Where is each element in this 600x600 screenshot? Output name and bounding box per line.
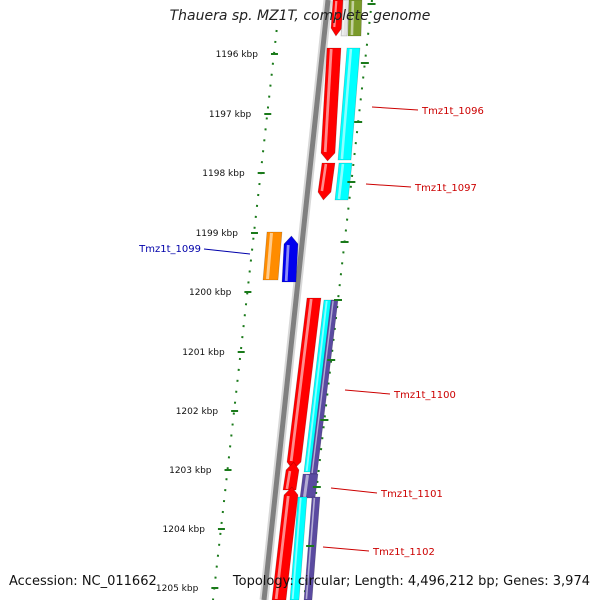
scale-dotted-ring: [212, 29, 278, 600]
gene-label-tmz1t-1102[interactable]: Tmz1t_1102: [372, 547, 435, 558]
gene-top-olive: [347, 0, 363, 37]
gene-tmz1t-1097-red: [317, 162, 336, 201]
gene-tmz1t-1102-cyan: [289, 496, 308, 600]
leader-tmz1t-1100: [344, 389, 391, 395]
scale-tick-label-9: 1204 kbp: [163, 525, 206, 535]
leader-tmz1t-1099: [203, 248, 251, 255]
gene-label-tmz1t-1097[interactable]: Tmz1t_1097: [414, 183, 477, 194]
topology-text: Topology: circular; Length: 4,496,212 bp…: [233, 574, 590, 589]
backbone-ring: [261, 0, 331, 600]
labels-layer: 1196 kbp 1197 kbp 1198 kbp 1199 kbp 1200 kbp…: [138, 50, 484, 594]
gene-label-tmz1t-1101[interactable]: Tmz1t_1101: [380, 489, 443, 500]
gene-tmz1t-1096-cyan: [337, 47, 361, 161]
map-title: Thauera sp. MZ1T, complete genome: [169, 8, 431, 24]
gene-tmz1t-1101-purple: [299, 473, 319, 499]
scale-ticks-layer: [211, 3, 376, 589]
gene-label-tmz1t-1099[interactable]: Tmz1t_1099: [138, 244, 201, 255]
gene-tmz1t-1099-blue: [281, 235, 299, 283]
gene-tmz1t-1102-red: [271, 486, 299, 600]
outer-dotted-ring: [303, 0, 373, 600]
accession-text: Accession: NC_011662: [9, 574, 157, 589]
leader-tmz1t-1097: [365, 183, 412, 188]
gene-tmz1t-1099-orange: [262, 231, 283, 281]
gene-top-red: [330, 0, 345, 37]
scale-tick-label-4: 1199 kbp: [196, 229, 239, 239]
gene-top-grey: [340, 0, 350, 37]
scale-tick-label-10: 1205 kbp: [156, 584, 199, 594]
scale-tick-label-7: 1202 kbp: [176, 407, 219, 417]
leader-tmz1t-1102: [322, 546, 370, 552]
label-leaders-layer: [203, 106, 419, 552]
gene-tmz1t-1096-red: [320, 47, 342, 162]
topology-value: Topology: circular; Length: 4,496,212 bp…: [232, 574, 590, 589]
scale-tick-label-2: 1197 kbp: [209, 110, 252, 120]
gene-tmz1t-1101-red: [282, 461, 300, 491]
leader-tmz1t-1096: [371, 106, 419, 111]
gene-label-tmz1t-1100[interactable]: Tmz1t_1100: [393, 390, 456, 401]
genes-layer: [262, 0, 363, 600]
scale-tick-label-8: 1203 kbp: [169, 466, 212, 476]
scale-tick-label-6: 1201 kbp: [182, 348, 225, 358]
gene-tmz1t-1100-red: [286, 297, 322, 471]
leader-tmz1t-1101: [330, 487, 378, 494]
scale-tick-label-1: 1196 kbp: [216, 50, 259, 60]
scale-tick-label-3: 1198 kbp: [202, 169, 245, 179]
gene-tmz1t-1097-cyan: [334, 162, 353, 201]
gene-tmz1t-1102-purple: [303, 496, 321, 600]
rings-layer: [212, 0, 373, 600]
gene-label-tmz1t-1096[interactable]: Tmz1t_1096: [421, 106, 484, 117]
scale-tick-label-5: 1200 kbp: [189, 288, 232, 298]
